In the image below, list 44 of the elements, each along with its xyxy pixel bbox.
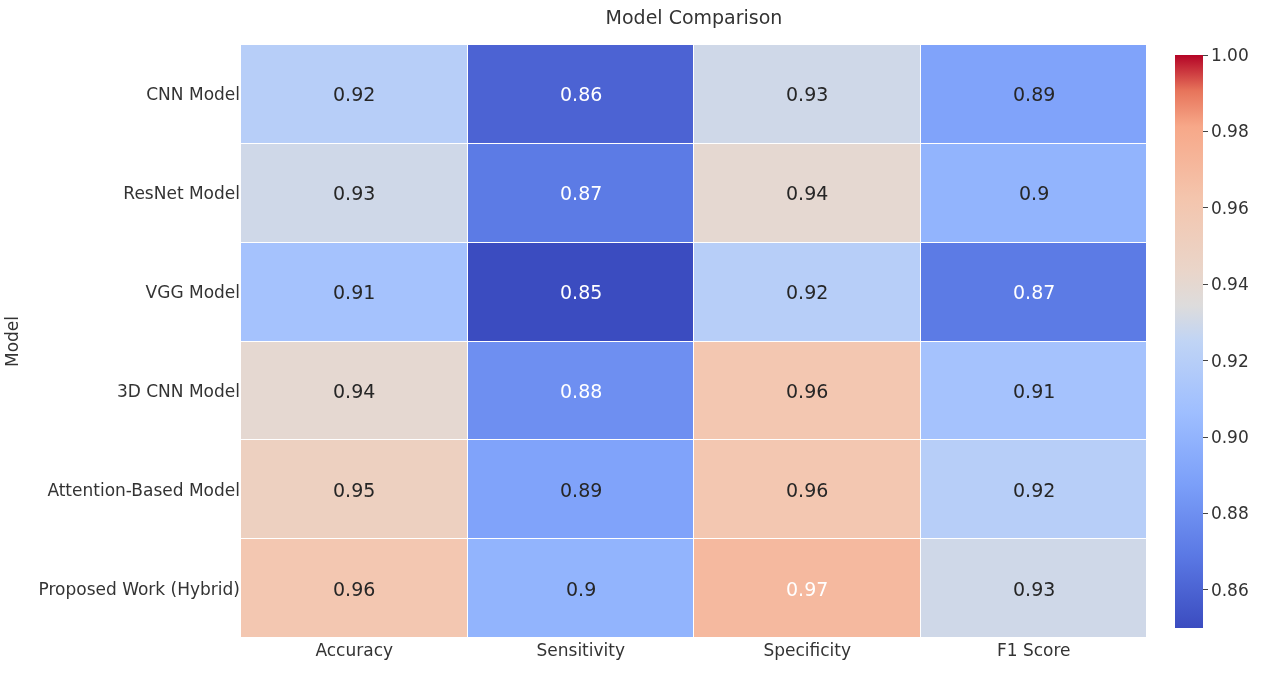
color-bar-label: 0.90: [1210, 426, 1249, 447]
data-label: 0.91: [333, 281, 376, 303]
data-label: 0.93: [786, 83, 829, 105]
data-label: 0.94: [333, 380, 376, 402]
data-label: 0.89: [1013, 83, 1056, 105]
color-bar-label: 0.98: [1210, 121, 1249, 142]
data-label: 0.86: [560, 83, 603, 105]
data-label: 0.97: [786, 578, 829, 600]
data-label: 0.92: [1013, 479, 1056, 501]
data-label: 0.9: [566, 578, 597, 600]
data-label: 0.93: [333, 182, 376, 204]
y-tick-label: ResNet Model: [123, 183, 240, 204]
y-tick-label: CNN Model: [146, 84, 240, 105]
x-tick-label: Sensitivity: [536, 640, 626, 660]
y-tick-label: 3D CNN Model: [116, 380, 240, 401]
data-label: 0.94: [786, 182, 829, 204]
color-bar-label: 0.92: [1210, 350, 1249, 371]
x-tick-label: Accuracy: [315, 640, 394, 660]
data-label: 0.87: [1013, 281, 1056, 303]
color-bar-label: 1.00: [1210, 44, 1249, 65]
data-label: 0.88: [560, 380, 603, 402]
color-bar-label: 0.96: [1210, 197, 1249, 218]
data-label: 0.96: [333, 578, 376, 600]
x-tick-label: F1 Score: [996, 640, 1071, 660]
data-label: 0.89: [560, 479, 603, 501]
chart-title: Model Comparison: [605, 5, 783, 28]
color-bar-label: 0.88: [1210, 503, 1249, 524]
data-label: 0.95: [333, 479, 376, 501]
data-label: 0.92: [786, 281, 829, 303]
data-label: 0.92: [333, 83, 376, 105]
y-tick-label: Proposed Work (Hybrid): [38, 578, 240, 599]
data-label: 0.96: [786, 479, 829, 501]
color-bar-label: 0.94: [1210, 274, 1249, 295]
data-label: 0.87: [560, 182, 603, 204]
data-label: 0.93: [1013, 578, 1056, 600]
data-label: 0.9: [1019, 182, 1050, 204]
color-bar-label: 0.86: [1210, 579, 1249, 600]
y-axis-title: Model: [2, 315, 23, 368]
data-label: 0.96: [786, 380, 829, 402]
data-label: 0.85: [560, 281, 603, 303]
y-tick-label: VGG Model: [145, 282, 240, 303]
data-label: 0.91: [1013, 380, 1056, 402]
y-tick-label: Attention-Based Model: [47, 479, 240, 500]
x-tick-label: Specificity: [763, 640, 852, 660]
